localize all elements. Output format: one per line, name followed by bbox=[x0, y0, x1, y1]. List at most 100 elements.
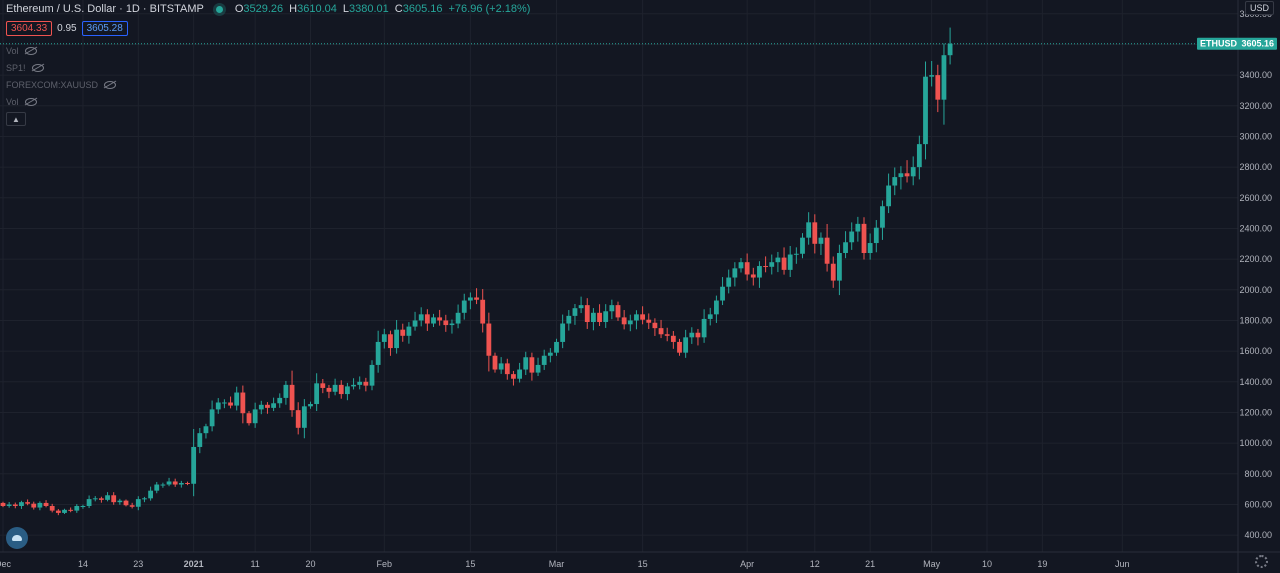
x-tick-label: Apr bbox=[740, 559, 754, 569]
candle-body bbox=[400, 329, 406, 336]
candle-body bbox=[560, 323, 566, 342]
sell-button[interactable]: 3604.33 bbox=[6, 21, 53, 36]
candle-body bbox=[375, 341, 381, 365]
candle-body bbox=[437, 317, 443, 321]
candle-body bbox=[910, 167, 916, 177]
y-tick-label: 600.00 bbox=[1244, 499, 1272, 509]
candle-body bbox=[443, 320, 449, 326]
x-tick-label: Mar bbox=[549, 559, 565, 569]
candle-body bbox=[31, 503, 37, 508]
study-label: FOREXCOM:XAUUSD bbox=[6, 79, 99, 90]
candle-body bbox=[720, 286, 725, 301]
chart-legend: Ethereum / U.S. Dollar · 1D · BITSTAMP O… bbox=[6, 3, 530, 15]
candle-body bbox=[246, 413, 252, 424]
y-tick-label: 1400.00 bbox=[1239, 377, 1272, 387]
candle-body bbox=[646, 319, 652, 323]
currency-button[interactable]: USD bbox=[1244, 1, 1274, 15]
candle-body bbox=[480, 299, 486, 324]
candle-body bbox=[837, 253, 842, 281]
candle-body bbox=[806, 222, 812, 238]
study-item[interactable]: Vol bbox=[6, 42, 116, 59]
candle-body bbox=[25, 502, 30, 504]
candle-body bbox=[135, 499, 141, 507]
study-item[interactable]: Vol bbox=[6, 93, 116, 110]
candle-body bbox=[320, 383, 326, 388]
candle-body bbox=[111, 495, 117, 503]
candle-body bbox=[92, 498, 98, 500]
x-tick-label: 14 bbox=[78, 559, 88, 569]
x-tick-label: 15 bbox=[638, 559, 648, 569]
gear-icon[interactable] bbox=[1255, 555, 1268, 568]
x-tick-label: Dec bbox=[0, 559, 11, 569]
buy-button[interactable]: 3605.28 bbox=[81, 21, 128, 36]
candle-body bbox=[424, 314, 430, 324]
symbol-title[interactable]: Ethereum / U.S. Dollar · 1D · BITSTAMP bbox=[6, 3, 204, 15]
candle-body bbox=[554, 341, 559, 353]
candle-body bbox=[824, 237, 830, 264]
study-item[interactable]: FOREXCOM:XAUUSD bbox=[6, 76, 117, 93]
candle-body bbox=[843, 242, 848, 253]
x-tick-label: 19 bbox=[1037, 559, 1047, 569]
candle-body bbox=[412, 320, 418, 327]
candle-body bbox=[892, 177, 898, 186]
candle-body bbox=[142, 498, 147, 500]
candle-body bbox=[947, 43, 953, 56]
study-item[interactable]: SP1! bbox=[6, 59, 116, 76]
y-tick-label: 3000.00 bbox=[1239, 131, 1272, 141]
candle-body bbox=[818, 237, 824, 244]
candle-body bbox=[215, 402, 221, 410]
candle-body bbox=[86, 499, 92, 506]
candle-body bbox=[523, 357, 529, 370]
candle-body bbox=[154, 484, 160, 491]
candle-body bbox=[707, 314, 713, 319]
candle-body bbox=[634, 314, 639, 321]
candle-body bbox=[615, 305, 621, 318]
eye-hidden-icon[interactable] bbox=[24, 46, 37, 55]
candle-body bbox=[258, 404, 264, 410]
candle-body bbox=[222, 402, 227, 404]
spread-value: 0.95 bbox=[57, 23, 77, 34]
candle-body bbox=[714, 300, 719, 315]
y-tick-label: 2000.00 bbox=[1239, 285, 1272, 295]
candle-body bbox=[670, 335, 676, 342]
eye-hidden-icon[interactable] bbox=[104, 80, 117, 89]
candle-body bbox=[658, 328, 664, 335]
candle-body bbox=[578, 305, 584, 309]
x-tick-label: 21 bbox=[865, 559, 875, 569]
tradingview-logo-icon[interactable] bbox=[6, 527, 28, 549]
candle-body bbox=[511, 374, 516, 379]
candle-body bbox=[68, 509, 74, 511]
candle-body bbox=[935, 75, 941, 100]
candle-body bbox=[640, 314, 645, 320]
x-tick-label: 20 bbox=[305, 559, 315, 569]
candle-body bbox=[295, 410, 301, 428]
candle-body bbox=[781, 257, 787, 270]
candle-body bbox=[160, 484, 166, 486]
x-tick-label: 12 bbox=[810, 559, 820, 569]
candle-body bbox=[572, 308, 578, 316]
eye-hidden-icon[interactable] bbox=[31, 63, 44, 72]
y-tick-label: 800.00 bbox=[1244, 469, 1272, 479]
candle-body bbox=[664, 334, 670, 336]
candle-body bbox=[923, 76, 928, 145]
eye-hidden-icon[interactable] bbox=[24, 97, 37, 106]
candle-body bbox=[314, 383, 320, 405]
candle-body bbox=[541, 355, 547, 365]
candle-body bbox=[449, 323, 455, 326]
candle-body bbox=[738, 262, 744, 269]
candle-body bbox=[203, 426, 209, 434]
close-value: 3605.16 bbox=[402, 3, 443, 15]
candle-body bbox=[529, 357, 535, 373]
x-tick-label: 11 bbox=[250, 559, 259, 569]
candle-body bbox=[381, 334, 387, 342]
candle-body bbox=[830, 263, 836, 281]
candle-body bbox=[677, 341, 682, 353]
study-label: Vol bbox=[6, 96, 19, 107]
candle-body bbox=[873, 227, 879, 244]
candle-body bbox=[0, 502, 6, 506]
x-tick-label: Jun bbox=[1115, 559, 1130, 569]
candle-body bbox=[185, 483, 190, 484]
candle-body bbox=[228, 402, 233, 406]
collapse-studies-button[interactable]: ▲ bbox=[6, 112, 26, 126]
